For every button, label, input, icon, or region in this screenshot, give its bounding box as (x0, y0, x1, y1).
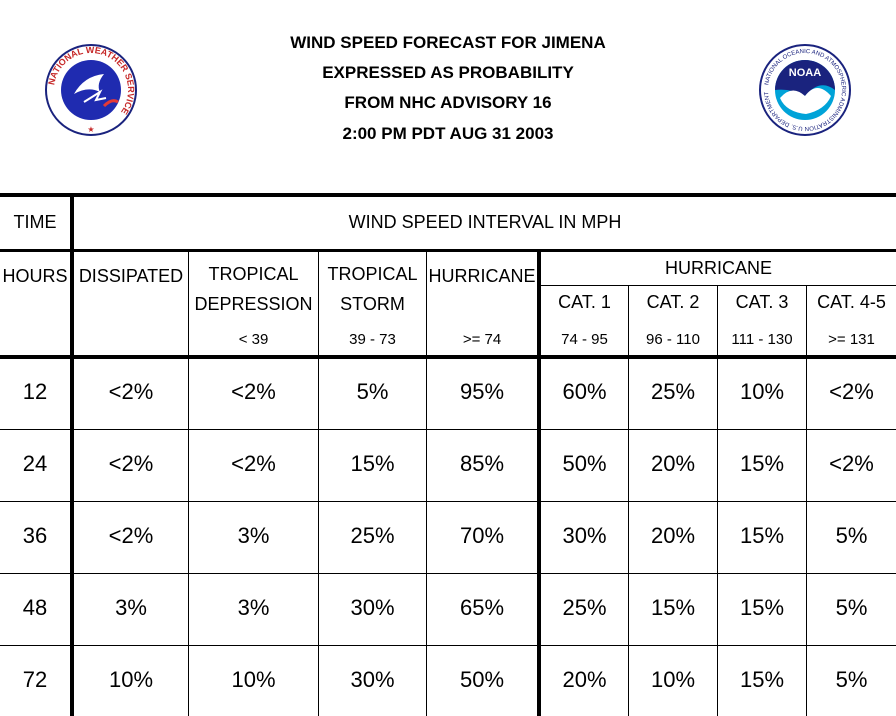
probability-cell: 3% (237, 595, 270, 620)
hurricane-group-border (537, 249, 541, 716)
probability-cell: 15% (650, 595, 696, 620)
nws-logo: NATIONAL WEATHER SERVICE ★ (45, 44, 137, 136)
probability-cell: 15% (739, 451, 785, 476)
probability-cell: 60% (562, 379, 607, 404)
probability-cell: <2% (108, 379, 154, 404)
hours-cell: 36 (22, 523, 48, 548)
header-hurricane: HURRICANE (428, 266, 536, 286)
column-divider (717, 285, 718, 716)
header-cat-2: CAT. 2 (646, 292, 700, 312)
column-divider (806, 285, 807, 716)
probability-cell: 15% (350, 451, 395, 476)
probability-cell: 85% (459, 451, 505, 476)
hurricane-group-divider (540, 285, 896, 286)
probability-cell: 3% (115, 595, 147, 620)
hours-cell: 12 (22, 379, 48, 404)
column-divider (426, 249, 427, 716)
probability-cell: <2% (231, 379, 276, 404)
title-line-2: EXPRESSED AS PROBABILITY (322, 63, 574, 82)
row-divider (0, 573, 896, 574)
probability-cell: 25% (650, 379, 696, 404)
probability-cell: 15% (739, 523, 785, 548)
header-dissipated: DISSIPATED (78, 266, 184, 286)
header-hurricane-range: >= 74 (462, 331, 502, 348)
probability-cell: 5% (356, 379, 389, 404)
header-td-line2: DEPRESSION (194, 294, 313, 314)
column-divider (188, 249, 189, 716)
probability-cell: <2% (231, 451, 276, 476)
header-cat-1: CAT. 1 (558, 292, 611, 312)
probability-cell: 5% (835, 595, 868, 620)
hours-cell: 48 (22, 595, 48, 620)
header-wind-interval: WIND SPEED INTERVAL IN MPH (348, 212, 622, 232)
hours-cell: 72 (22, 667, 48, 692)
probability-cell: 15% (739, 667, 785, 692)
row-divider (0, 501, 896, 502)
column-divider (628, 285, 629, 716)
probability-cell: <2% (108, 523, 154, 548)
header-cat-4-5-range: >= 131 (828, 331, 875, 348)
noaa-logo-text: NOAA (789, 67, 821, 79)
probability-cell: 30% (562, 523, 607, 548)
title-line-4: 2:00 PM PDT AUG 31 2003 (342, 124, 554, 143)
probability-cell: 20% (650, 451, 696, 476)
header-td-line1: TROPICAL (208, 264, 299, 284)
title-line-1: WIND SPEED FORECAST FOR JIMENA (290, 33, 606, 52)
probability-cell: 30% (350, 667, 395, 692)
probability-cell: 30% (350, 595, 395, 620)
noaa-logo: NOAA NATIONAL OCEANIC AND ATMOSPHERIC AD… (758, 44, 851, 136)
header-cat-4-5: CAT. 4-5 (817, 292, 886, 312)
title-line-3: FROM NHC ADVISORY 16 (344, 93, 552, 112)
probability-cell: 10% (739, 379, 785, 404)
probability-cell: 50% (562, 451, 607, 476)
header-cat-3-range: 111 - 130 (731, 331, 793, 348)
header-td-range: < 39 (238, 331, 269, 348)
row-divider (0, 429, 896, 430)
probability-cell: 95% (459, 379, 505, 404)
row-divider (0, 645, 896, 646)
probability-cell: 5% (835, 667, 868, 692)
header-cat-3: CAT. 3 (735, 292, 789, 312)
probability-cell: 10% (650, 667, 696, 692)
hours-column-border (70, 193, 74, 716)
svg-text:★: ★ (87, 125, 94, 134)
hours-cell: 24 (22, 451, 48, 476)
column-divider (318, 249, 319, 716)
probability-cell: 15% (739, 595, 785, 620)
probability-cell: 20% (650, 523, 696, 548)
probability-cell: 20% (562, 667, 607, 692)
probability-cell: 10% (108, 667, 154, 692)
header-ts-line2: STORM (340, 294, 405, 314)
probability-cell: 70% (459, 523, 505, 548)
header-cat-2-range: 96 - 110 (646, 331, 700, 348)
header-hours: HOURS (2, 266, 68, 286)
header-time: TIME (13, 212, 57, 232)
probability-cell: 25% (562, 595, 607, 620)
header-hurricane-group: HURRICANE (664, 258, 772, 278)
header-ts-line1: TROPICAL (327, 264, 418, 284)
probability-cell: <2% (829, 451, 874, 476)
header-ts-range: 39 - 73 (349, 331, 396, 348)
table-top-border (0, 193, 896, 197)
probability-cell: 10% (231, 667, 276, 692)
probability-cell: 3% (237, 523, 270, 548)
probability-cell: 50% (459, 667, 505, 692)
header-divider (0, 249, 896, 252)
header-bottom-border (0, 355, 896, 359)
probability-cell: <2% (829, 379, 874, 404)
probability-cell: 25% (350, 523, 395, 548)
probability-cell: 5% (835, 523, 868, 548)
header-cat-1-range: 74 - 95 (561, 331, 608, 348)
probability-cell: <2% (108, 451, 154, 476)
probability-cell: 65% (459, 595, 505, 620)
